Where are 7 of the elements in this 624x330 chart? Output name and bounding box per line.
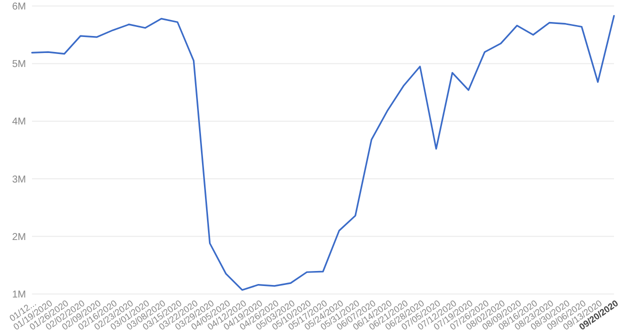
y-tick-label: 3M (12, 174, 26, 186)
y-tick-label: 6M (12, 2, 26, 12)
y-tick-label: 1M (12, 290, 26, 300)
line-series (31, 14, 615, 291)
y-tick-label: 2M (12, 232, 26, 243)
y-tick-label: 5M (12, 59, 26, 70)
y-tick-label: 4M (12, 116, 26, 128)
